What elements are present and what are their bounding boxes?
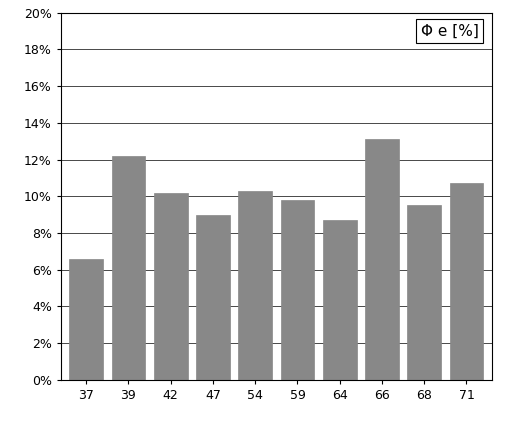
Bar <box>280 200 314 380</box>
Bar <box>112 156 146 380</box>
Bar <box>154 192 188 380</box>
Bar <box>69 259 103 380</box>
Text: Φ e [%]: Φ e [%] <box>421 24 479 39</box>
Bar <box>238 191 272 380</box>
Bar <box>407 206 441 380</box>
Bar <box>365 139 399 380</box>
Bar <box>450 184 483 380</box>
Bar <box>196 215 230 380</box>
Bar <box>323 220 356 380</box>
